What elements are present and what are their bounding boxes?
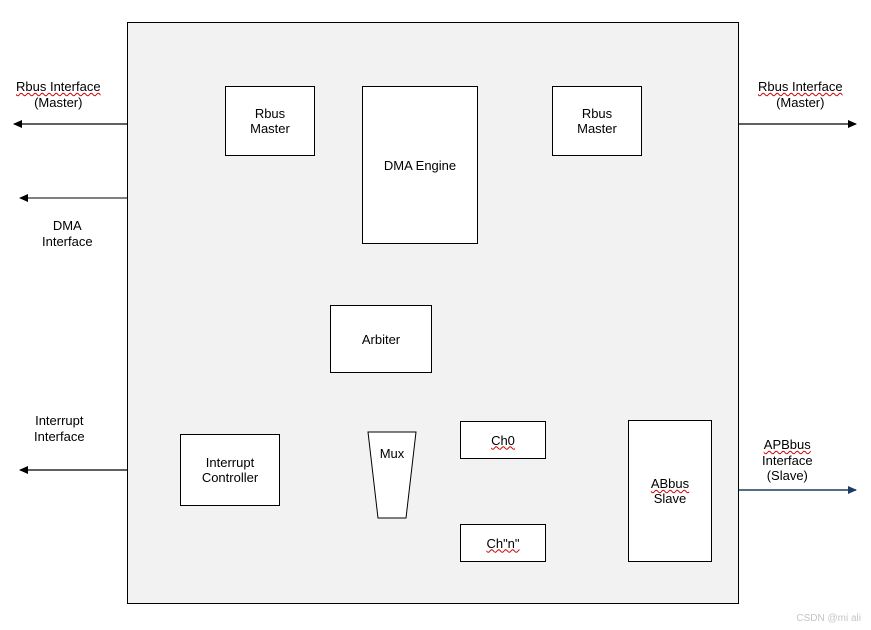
interrupt_ctrl: InterruptController [180, 434, 280, 506]
watermark: CSDN @mi ali [796, 613, 861, 624]
apbbus_iface: APBbusInterface(Slave) [762, 437, 813, 484]
dma_engine: DMA Engine [362, 86, 478, 244]
rbus_iface_left: Rbus Interface(Master) [16, 79, 101, 110]
mux-label: Mux [368, 446, 416, 462]
rbus_master_left: RbusMaster [225, 86, 315, 156]
dma_interface: DMAInterface [42, 218, 93, 249]
rbus_iface_right: Rbus Interface(Master) [758, 79, 843, 110]
ch0: Ch0 [460, 421, 546, 459]
interrupt_iface: InterruptInterface [34, 413, 85, 444]
chn: Ch"n" [460, 524, 546, 562]
abbus_slave: ABbusSlave [628, 420, 712, 562]
arbiter: Arbiter [330, 305, 432, 373]
rbus_master_right: RbusMaster [552, 86, 642, 156]
mux [368, 432, 416, 518]
